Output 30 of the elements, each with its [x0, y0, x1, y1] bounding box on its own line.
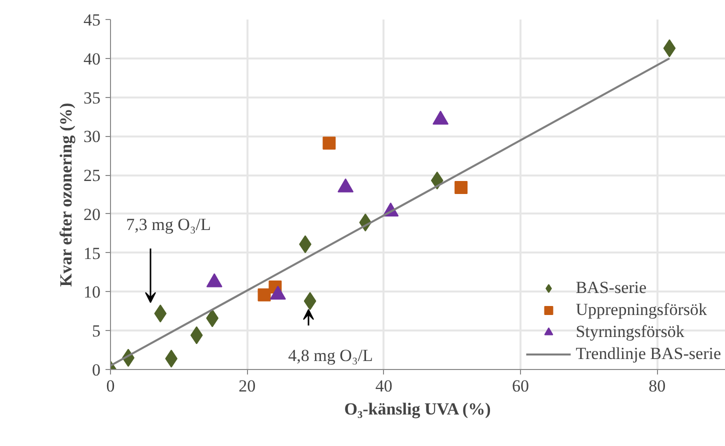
- x-tick-label: 60: [512, 376, 529, 396]
- y-tick-label: 45: [84, 10, 100, 30]
- y-tick-label: 20: [84, 204, 100, 224]
- legend-label: Trendlinje BAS-serie: [576, 343, 721, 365]
- point: [663, 39, 676, 58]
- y-tick-label: 0: [92, 360, 100, 380]
- point: [190, 326, 203, 344]
- x-tick-label: 40: [375, 376, 392, 396]
- y-tick-label: 35: [84, 88, 100, 108]
- y-tick-label: 15: [84, 244, 100, 263]
- point: [454, 181, 468, 194]
- y-tick-label: 10: [84, 282, 100, 302]
- point: [258, 288, 271, 302]
- y-tick-label: 25: [84, 166, 100, 186]
- legend-label: Styrningsförsök: [576, 321, 684, 343]
- point: [322, 136, 336, 150]
- y-tick-label: 40: [84, 49, 100, 68]
- legend-label: BAS-serie: [576, 277, 647, 299]
- point: [304, 292, 316, 310]
- x-tick-label: 80: [648, 376, 666, 396]
- x-tick-label: 0: [106, 376, 115, 396]
- y-tick-label: 30: [84, 127, 100, 146]
- y-axis-title: Kvar efter ozonering (%): [56, 102, 76, 287]
- x-tick-label: 20: [238, 376, 256, 396]
- point: [154, 304, 167, 322]
- annotation: 7,3 mg O₃/L: [126, 215, 211, 234]
- legend-label: Upprepningsförsök: [576, 299, 707, 321]
- x-axis-title: O₃-känslig UVA (%): [344, 400, 491, 418]
- annotation: 4,8 mg O₃/L: [288, 346, 373, 365]
- y-tick-label: 5: [92, 322, 100, 341]
